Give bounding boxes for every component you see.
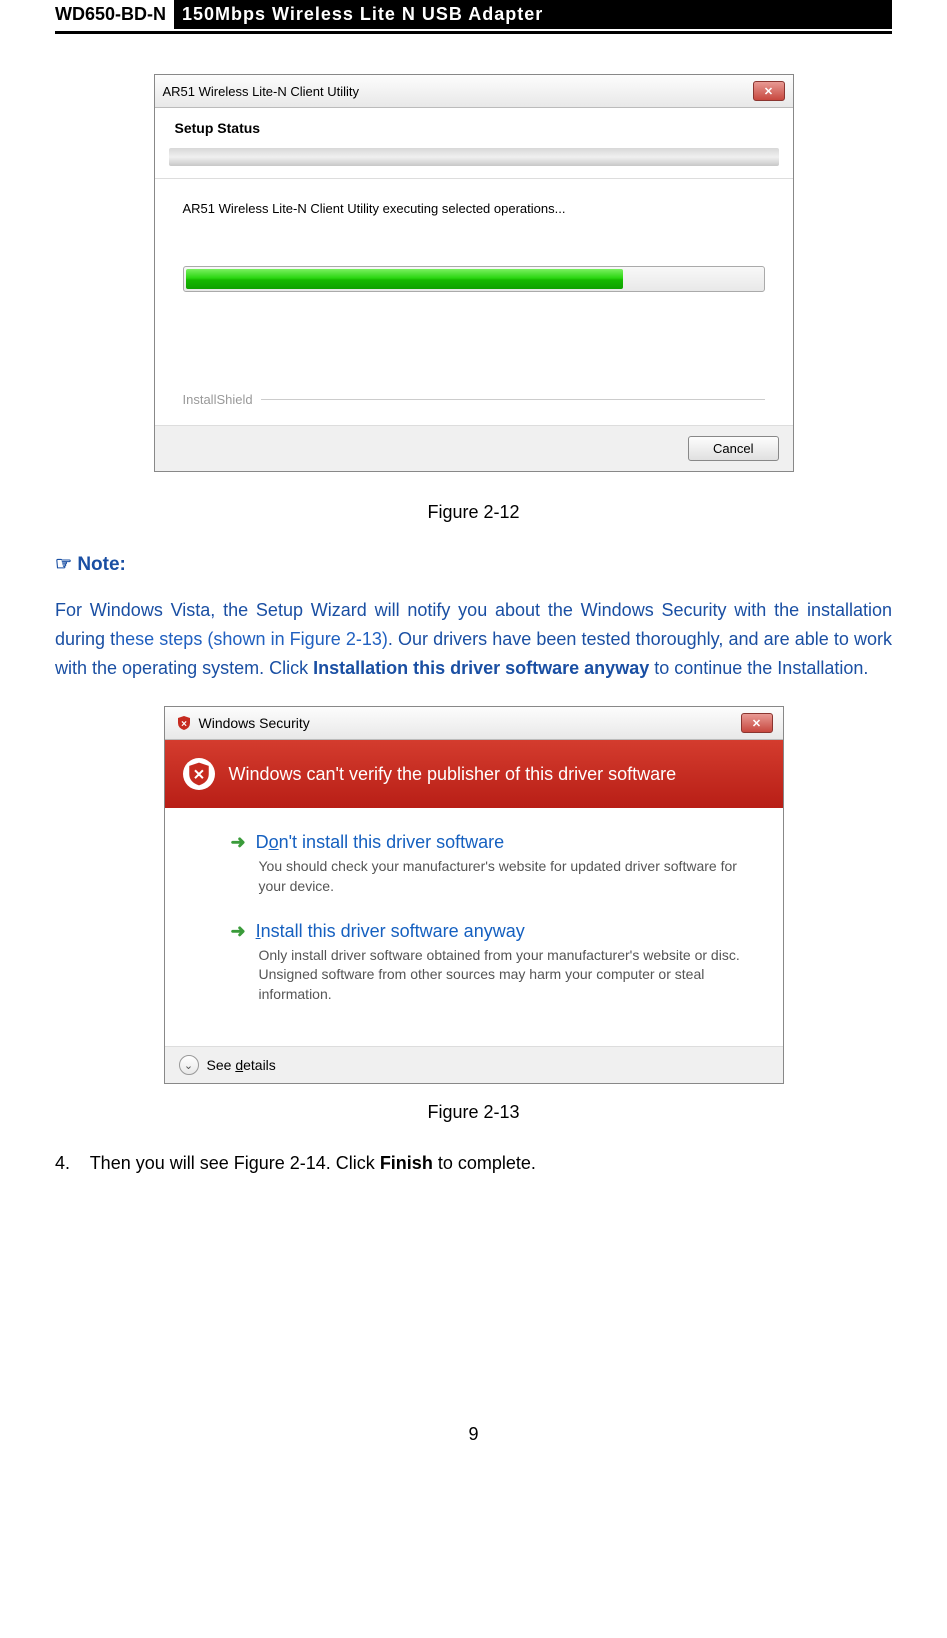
dont-install-desc: You should check your manufacturer's web… (259, 857, 751, 896)
setup-status-dialog: AR51 Wireless Lite-N Client Utility ✕ Se… (154, 74, 794, 472)
arrow-icon: ➜ (231, 832, 246, 853)
page-header: WD650-BD-N 150Mbps Wireless Lite N USB A… (55, 0, 892, 34)
dont-install-title: Don't install this driver software (256, 832, 505, 853)
model-number: WD650-BD-N (55, 4, 174, 25)
close-icon[interactable]: ✕ (753, 81, 785, 101)
install-anyway-option[interactable]: ➜ Install this driver software anyway On… (231, 921, 751, 1005)
figure-13-caption: Figure 2-13 (55, 1102, 892, 1123)
shield-large-icon: ✕ (183, 758, 215, 790)
execution-status-text: AR51 Wireless Lite-N Client Utility exec… (183, 201, 765, 216)
install-shield-label: InstallShield (183, 392, 253, 407)
step-text-bold: Finish (380, 1153, 433, 1173)
install-shield-row: InstallShield (183, 392, 765, 407)
see-details-link[interactable]: See details (207, 1057, 276, 1073)
warning-banner: ✕ Windows can't verify the publisher of … (165, 740, 783, 808)
windows-security-dialog: × Windows Security ✕ ✕ Windows can't ver… (164, 706, 784, 1084)
note-text-link: hese steps (shown in Figure 2-13) (115, 629, 388, 649)
step-text-pre: Then you will see Figure 2-14. Click (90, 1153, 380, 1173)
security-dialog-title: Windows Security (199, 715, 310, 731)
header-stripe (169, 148, 779, 166)
pointing-hand-icon: ☞ (55, 554, 72, 575)
chevron-down-icon[interactable]: ⌄ (179, 1055, 199, 1075)
dialog-footer: Cancel (155, 425, 793, 471)
note-body: For Windows Vista, the Setup Wizard will… (55, 596, 892, 682)
security-dialog-body: ➜ Don't install this driver software You… (165, 808, 783, 1046)
svg-text:×: × (181, 719, 187, 730)
step-4-text: 4. Then you will see Figure 2-14. Click … (55, 1153, 892, 1174)
svg-text:✕: ✕ (192, 768, 204, 784)
divider-line (261, 399, 765, 400)
step-text-post: to complete. (433, 1153, 536, 1173)
note-heading: ☞ Note: (55, 553, 892, 576)
product-title: 150Mbps Wireless Lite N USB Adapter (174, 0, 892, 29)
titlebar-left: × Windows Security (175, 714, 310, 732)
progress-fill (186, 269, 624, 289)
setup-status-label: Setup Status (175, 120, 773, 136)
setup-status-section: Setup Status (155, 108, 793, 144)
dialog-body: AR51 Wireless Lite-N Client Utility exec… (155, 178, 793, 425)
dont-install-option[interactable]: ➜ Don't install this driver software You… (231, 832, 751, 896)
figure-12-caption: Figure 2-12 (55, 502, 892, 523)
note-text-bold: Installation this driver software anyway (313, 658, 649, 678)
warning-banner-text: Windows can't verify the publisher of th… (229, 764, 677, 785)
note-label: Note: (77, 554, 126, 575)
install-anyway-title: Install this driver software anyway (256, 921, 525, 942)
cancel-button[interactable]: Cancel (688, 436, 778, 461)
dialog-titlebar: AR51 Wireless Lite-N Client Utility ✕ (155, 75, 793, 108)
security-dialog-titlebar: × Windows Security ✕ (165, 707, 783, 740)
security-dialog-footer: ⌄ See details (165, 1046, 783, 1083)
option-title-row: ➜ Install this driver software anyway (231, 921, 751, 942)
option-title-row: ➜ Don't install this driver software (231, 832, 751, 853)
step-number: 4. (55, 1153, 85, 1174)
close-icon[interactable]: ✕ (741, 713, 773, 733)
progress-bar (183, 266, 765, 292)
note-text-4: to continue the Installation. (649, 658, 868, 678)
arrow-icon: ➜ (231, 921, 246, 942)
dialog-title: AR51 Wireless Lite-N Client Utility (163, 84, 360, 99)
install-anyway-desc: Only install driver software obtained fr… (259, 946, 751, 1005)
shield-icon: × (175, 714, 193, 732)
page-number: 9 (55, 1424, 892, 1445)
